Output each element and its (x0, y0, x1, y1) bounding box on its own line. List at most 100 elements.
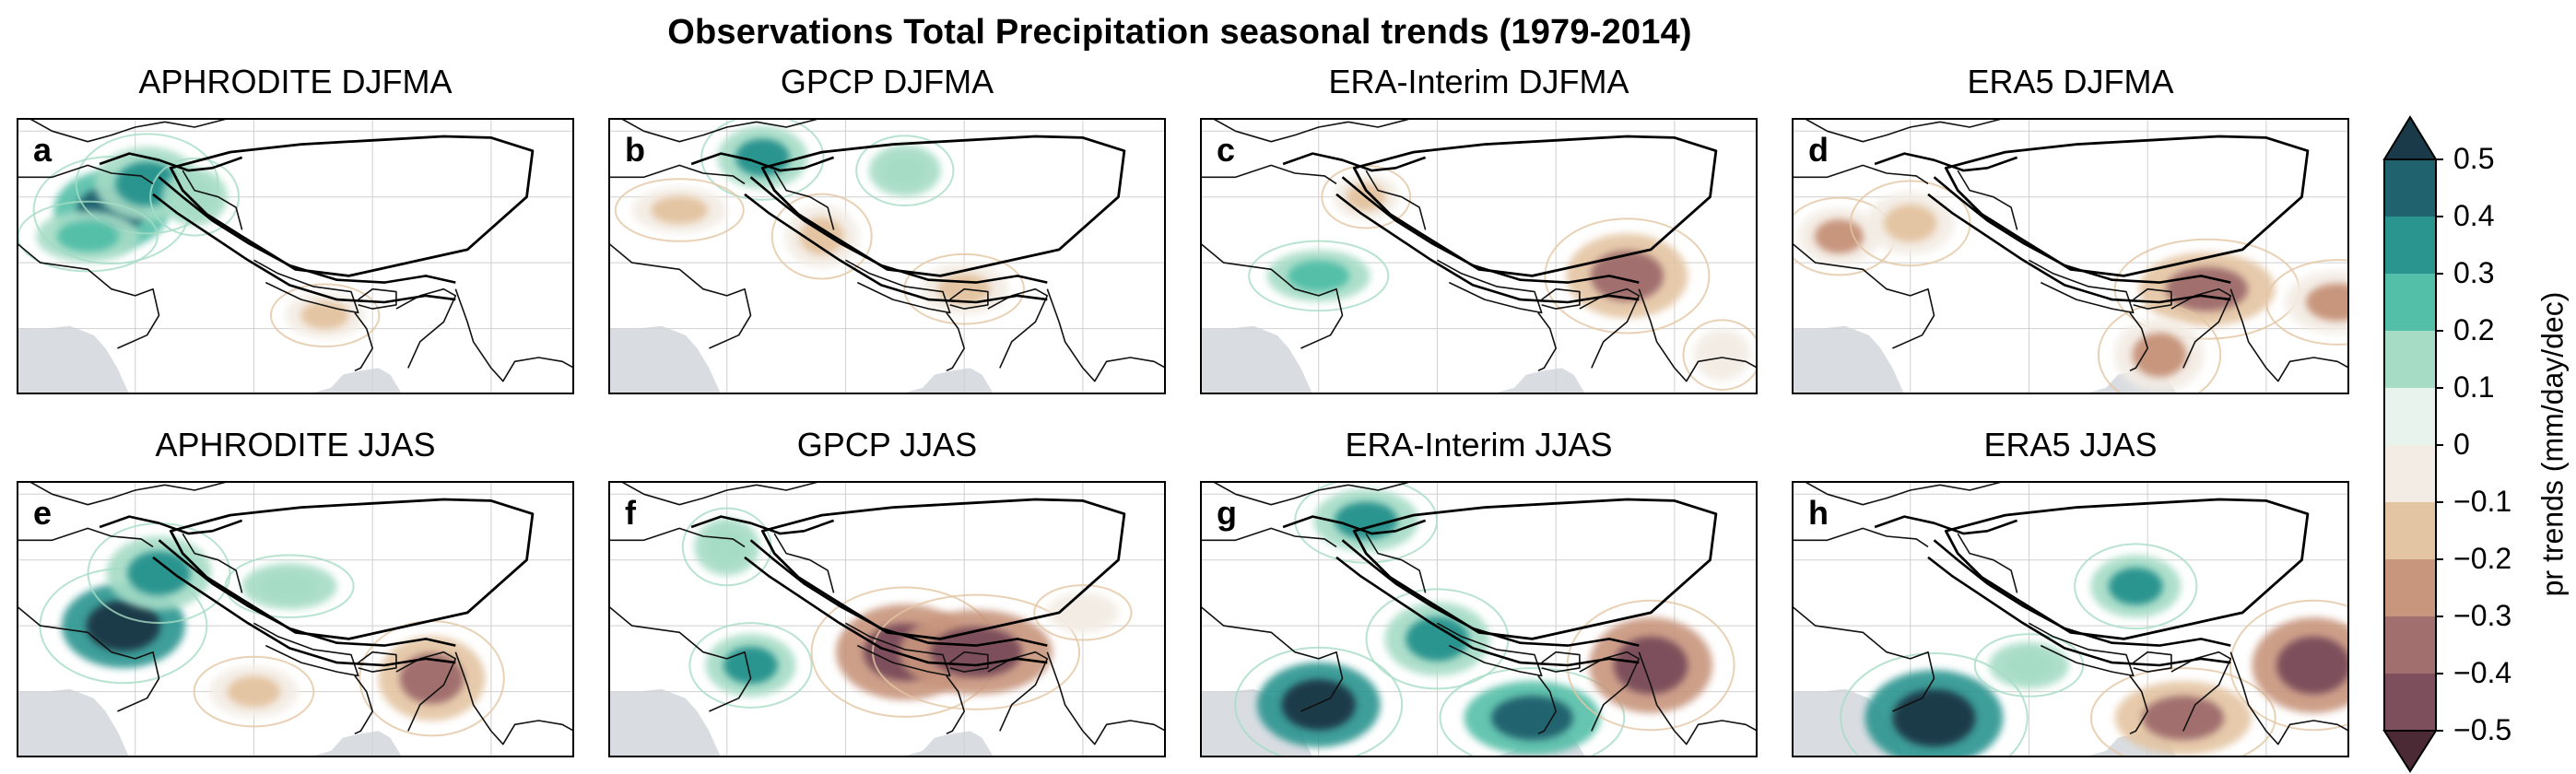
country-borders (17, 481, 574, 745)
ocean (17, 325, 130, 394)
map-frame (1200, 481, 1758, 757)
panel-title: ERA-Interim DJFMA (1328, 63, 1629, 100)
trend-blob (1335, 501, 1398, 540)
colorbar-segment (2384, 674, 2436, 731)
ocean (307, 731, 403, 757)
trend-contour (1033, 584, 1133, 641)
trend-blob (651, 196, 709, 224)
colorbar-tick-label: −0.2 (2453, 542, 2512, 575)
trend-contour (700, 118, 825, 201)
himalaya-outline (1335, 193, 1640, 304)
trend-blob (723, 646, 778, 685)
trend-blob (1491, 696, 1573, 741)
colorbar-tick-label: 0.4 (2453, 199, 2495, 232)
map-frame (17, 118, 574, 394)
panel-letter: e (33, 494, 53, 532)
country-borders (1792, 481, 2349, 745)
colorbar-segment (2384, 445, 2436, 502)
trend-contour (903, 252, 1025, 325)
trend-contour (770, 193, 873, 280)
map-frame (608, 481, 1166, 757)
map-gridlines (608, 118, 1166, 394)
map-panel-c: ERA-Interim DJFMA c (1200, 63, 1758, 394)
colorbar-extend-max (2382, 115, 2438, 160)
colorbar-label: pr trends (mm/day/dec) (2535, 291, 2570, 597)
himalaya-outline (744, 193, 1048, 304)
map-f (608, 481, 1166, 757)
colorbar-tick-label: −0.1 (2453, 485, 2512, 518)
trend-contour (224, 554, 355, 619)
ocean (307, 368, 403, 394)
map-frame (608, 118, 1166, 394)
himalaya-outline (152, 193, 456, 304)
himalaya-outline (1933, 539, 2231, 647)
himalaya-outline (158, 539, 456, 647)
country-borders (1200, 481, 1758, 745)
colorbar-tick-label: 0.5 (2453, 142, 2495, 175)
ocean (17, 688, 130, 757)
trend-blob (2005, 651, 2053, 679)
map-gridlines (1792, 118, 2349, 394)
trend-contour (149, 157, 241, 237)
trend-blob (1288, 260, 1350, 292)
trend-contour (2229, 599, 2349, 732)
country-borders (608, 118, 1166, 382)
trend-blob (2142, 696, 2225, 741)
tibetan-plateau-outline (169, 135, 535, 277)
himalaya-outline (1341, 539, 1640, 647)
panel-title: ERA-Interim JJAS (1345, 426, 1613, 463)
himalaya-outline (749, 539, 1048, 647)
colorbar-segment (2384, 331, 2436, 388)
trend-blob (2305, 283, 2349, 322)
trend-blob (735, 138, 790, 177)
hindu-kush-outline (690, 515, 835, 535)
colorbar-tick-label: 0 (2453, 428, 2470, 461)
country-borders (1792, 118, 2349, 382)
colorbar-tick-label: −0.4 (2453, 656, 2512, 689)
trend-contour (1439, 667, 1626, 757)
ocean (1792, 325, 1905, 394)
map-panel-e: APHRODITE JJAS e (17, 426, 574, 757)
trend-contour (688, 622, 813, 709)
trend-blob (2276, 636, 2349, 695)
panel-title: GPCP JJAS (796, 426, 978, 463)
trend-blob (1883, 204, 1937, 242)
country-borders (17, 118, 574, 382)
trend-blob (1590, 250, 1664, 302)
trend-contour (855, 135, 955, 206)
tibetan-plateau-outline (1944, 498, 2310, 640)
tibetan-plateau-outline (169, 498, 535, 640)
trend-blob (1704, 339, 1739, 370)
trend-blob (1406, 616, 1469, 662)
map-c (1200, 118, 1758, 394)
hindu-kush-outline (1282, 515, 1427, 535)
himalaya-outline (749, 176, 1048, 284)
trend-contour (1849, 180, 1971, 267)
hindu-kush-outline (1282, 152, 1427, 172)
map-e (17, 481, 574, 757)
panel-title: ERA5 DJFMA (1967, 63, 2174, 100)
map-b (608, 118, 1166, 394)
map-panel-b: GPCP DJFMA b (608, 63, 1166, 394)
trend-contour (1544, 217, 1711, 334)
colorbar-extend-min (2382, 730, 2438, 773)
himalaya-outline (152, 556, 456, 667)
himalaya-outline (1927, 556, 2231, 667)
trend-blob (707, 529, 747, 565)
trend-contour (1973, 633, 2085, 698)
map-gridlines (1792, 481, 2349, 757)
trend-blob (2108, 567, 2163, 605)
country-borders (1200, 118, 1758, 382)
colorbar-segment (2384, 388, 2436, 445)
colorbar-tick-label: −0.5 (2453, 713, 2512, 746)
map-g (1200, 481, 1758, 757)
trend-contour (1682, 319, 1758, 391)
colorbar-segment (2384, 159, 2436, 217)
colorbar (2382, 115, 2443, 773)
country-borders (608, 481, 1166, 745)
himalaya-outline (1341, 176, 1640, 284)
hindu-kush-outline (690, 152, 835, 172)
trend-contour (614, 178, 745, 242)
hindu-kush-outline (1874, 515, 2018, 535)
ocean (899, 731, 994, 757)
